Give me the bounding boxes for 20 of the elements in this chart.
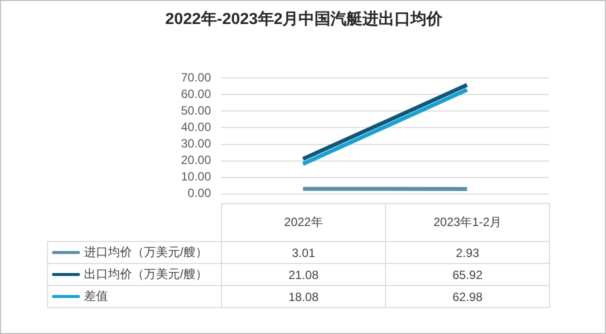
data-label: 2.93 [386, 242, 550, 264]
x-tick-label: 2022年 [222, 204, 386, 242]
data-label: 65.92 [386, 264, 550, 286]
y-tick-label: 50.00 [180, 104, 212, 118]
data-label: 21.08 [222, 264, 386, 286]
y-tick-label: 20.00 [180, 153, 212, 168]
legend-label: 差值 [84, 289, 108, 303]
x-tick-label: 2023年1-2月 [386, 204, 550, 242]
legend-label: 出口均价（万美元/艘） [84, 267, 208, 281]
y-tick-label: 70.00 [180, 70, 212, 85]
y-tick-label: 10.00 [180, 170, 212, 184]
y-tick-label: 40.00 [180, 120, 212, 134]
data-label: 3.01 [222, 242, 386, 264]
chart-title: 2022年-2023年2月中国汽艇进出口均价 [164, 10, 444, 30]
legend-label: 进口均价（万美元/艘） [84, 245, 208, 259]
y-tick-label: 0.00 [188, 186, 212, 200]
data-label: 62.98 [386, 286, 550, 308]
y-tick-label: 60.00 [180, 87, 212, 102]
data-label: 18.08 [222, 286, 386, 308]
y-tick-label: 30.00 [180, 136, 212, 151]
